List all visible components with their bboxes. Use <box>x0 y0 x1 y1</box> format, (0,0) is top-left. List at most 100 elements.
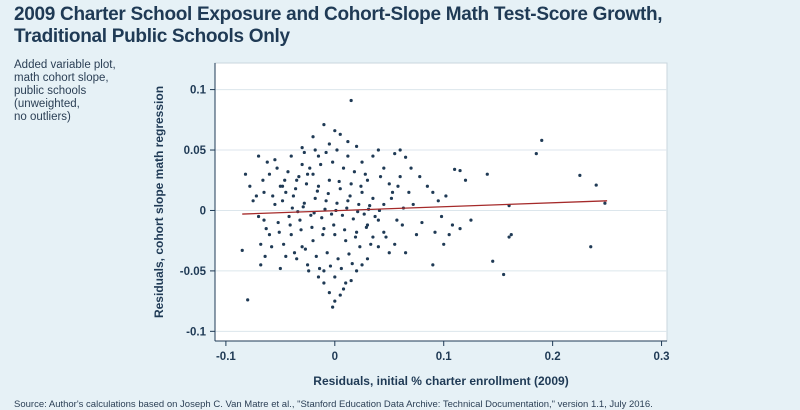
data-point-172 <box>259 242 263 246</box>
data-point-64 <box>344 281 348 285</box>
data-point-10 <box>398 148 402 152</box>
data-point-54 <box>289 154 293 158</box>
data-point-2 <box>333 129 337 133</box>
data-point-100 <box>333 233 337 237</box>
data-point-86 <box>387 182 391 186</box>
data-point-30 <box>447 233 451 237</box>
data-point-175 <box>378 175 383 179</box>
data-point-123 <box>340 213 345 217</box>
data-point-103 <box>349 182 353 186</box>
data-point-150 <box>262 190 266 194</box>
data-point-61 <box>327 291 331 295</box>
data-point-201 <box>439 214 444 219</box>
data-point-138 <box>308 166 312 170</box>
data-point-159 <box>310 225 314 229</box>
data-point-92 <box>289 233 293 237</box>
data-point-152 <box>271 194 275 198</box>
data-point-171 <box>254 194 258 198</box>
note-line-1: Added variable plot, <box>14 59 116 71</box>
note-line-5: no outliers) <box>14 111 71 123</box>
data-point-202 <box>444 194 448 198</box>
x-axis-title: Residuals, initial % charter enrollment … <box>313 374 568 388</box>
data-point-49 <box>267 233 272 237</box>
data-point-5 <box>346 139 350 144</box>
data-point-72 <box>331 305 335 309</box>
data-point-38 <box>414 233 419 237</box>
data-point-96 <box>311 239 315 243</box>
data-point-117 <box>309 213 313 217</box>
data-point-115 <box>298 218 302 222</box>
data-point-203 <box>450 223 455 227</box>
data-point-181 <box>313 148 317 152</box>
data-point-141 <box>325 251 329 255</box>
y-tick-label-0: -0.1 <box>186 326 206 338</box>
data-point-144 <box>341 166 346 170</box>
data-point-108 <box>376 218 380 222</box>
x-tick-label-1: 0 <box>332 351 338 363</box>
data-point-37 <box>420 220 424 225</box>
data-point-155 <box>288 223 292 227</box>
data-point-84 <box>411 202 415 207</box>
data-point-80 <box>398 175 402 179</box>
data-point-89 <box>365 178 370 182</box>
data-point-69 <box>322 269 326 273</box>
data-point-156 <box>293 187 298 191</box>
data-point-104 <box>354 230 359 234</box>
data-point-9 <box>376 148 380 152</box>
data-point-68 <box>365 257 370 261</box>
data-point-146 <box>352 170 357 174</box>
data-point-118 <box>313 196 317 200</box>
data-point-13 <box>540 138 544 142</box>
x-tick-label-0: -0.1 <box>216 351 236 363</box>
y-tick-label-4: 0.1 <box>190 85 207 97</box>
data-point-200 <box>436 199 440 203</box>
y-tick-label-1: -0.05 <box>180 266 207 278</box>
data-point-142 <box>331 160 335 164</box>
data-point-107 <box>371 196 375 200</box>
data-point-148 <box>363 172 367 176</box>
data-point-75 <box>316 154 321 158</box>
data-point-20 <box>463 178 468 182</box>
data-point-192 <box>301 205 305 209</box>
data-point-51 <box>278 266 282 271</box>
data-point-22 <box>453 167 457 171</box>
data-point-78 <box>393 242 397 246</box>
data-point-3 <box>338 132 342 136</box>
data-point-163 <box>332 223 336 227</box>
x-axis: -0.1 0 0.1 0.2 0.3 <box>215 340 670 363</box>
y-tick-label-2: 0 <box>200 205 206 217</box>
y-axis-title: Residuals, cohort slope math regression <box>152 86 166 318</box>
data-point-122 <box>335 201 339 205</box>
data-point-25 <box>502 272 506 277</box>
data-point-128 <box>368 204 372 208</box>
data-point-14 <box>534 152 538 156</box>
data-point-83 <box>407 190 411 194</box>
source-note: Source: Author's calculations based on J… <box>14 399 653 410</box>
data-point-174 <box>263 254 267 258</box>
data-point-126 <box>357 202 361 207</box>
data-point-59 <box>316 275 321 279</box>
data-point-21 <box>485 172 489 176</box>
data-point-173 <box>261 178 265 182</box>
data-point-58 <box>311 172 315 176</box>
data-point-170 <box>256 214 261 219</box>
note-line-4: (unweighted, <box>14 98 80 110</box>
data-point-40 <box>246 298 250 302</box>
data-point-188 <box>339 266 343 271</box>
data-point-81 <box>382 230 386 234</box>
data-point-176 <box>384 235 388 239</box>
data-point-125 <box>351 217 355 221</box>
data-point-177 <box>390 190 395 194</box>
data-point-91 <box>278 184 282 188</box>
data-point-110 <box>273 202 277 207</box>
data-point-56 <box>300 162 304 167</box>
data-point-114 <box>291 194 296 198</box>
fit-line <box>242 200 608 215</box>
data-point-98 <box>322 226 326 231</box>
x-tick-label-4: 0.3 <box>654 351 670 363</box>
data-point-197 <box>356 210 360 214</box>
data-point-135 <box>292 251 297 255</box>
data-point-45 <box>256 154 261 158</box>
data-point-157 <box>299 228 303 232</box>
